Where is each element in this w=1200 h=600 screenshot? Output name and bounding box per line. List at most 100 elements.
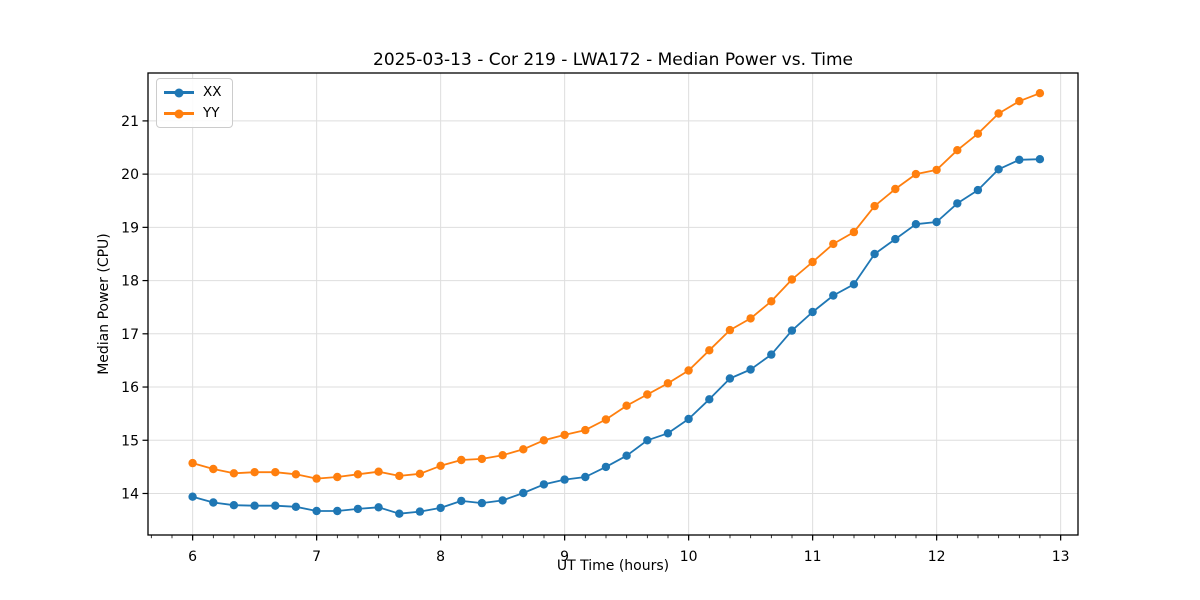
svg-text:18: 18 xyxy=(121,274,139,290)
legend-swatch-xx xyxy=(164,88,194,97)
data-point xyxy=(560,430,569,440)
data-point xyxy=(767,350,776,359)
data-point xyxy=(271,468,280,477)
data-point xyxy=(829,239,838,249)
data-point xyxy=(539,480,549,489)
svg-text:12: 12 xyxy=(928,549,946,565)
data-point xyxy=(477,498,487,508)
chart-title: 2025-03-13 - Cor 219 - LWA172 - Median P… xyxy=(373,50,853,70)
svg-text:21: 21 xyxy=(121,114,139,130)
axis-ticks xyxy=(142,120,1062,541)
data-point xyxy=(353,470,363,479)
data-point xyxy=(953,146,962,155)
data-point xyxy=(705,346,714,355)
data-point xyxy=(622,451,631,460)
legend-label-yy: YY xyxy=(203,104,220,121)
data-point xyxy=(994,165,1003,174)
series-yy-line xyxy=(188,89,1045,483)
data-point xyxy=(374,467,383,476)
data-point xyxy=(601,415,611,424)
data-point xyxy=(333,506,342,516)
svg-text:7: 7 xyxy=(312,549,321,565)
data-point xyxy=(829,291,838,300)
data-point xyxy=(767,297,776,306)
data-point xyxy=(643,390,652,399)
svg-text:15: 15 xyxy=(121,433,139,449)
data-point xyxy=(663,429,673,438)
data-point xyxy=(312,474,321,483)
data-point xyxy=(395,471,404,481)
data-point xyxy=(229,501,239,510)
data-point xyxy=(477,454,487,464)
legend-item-yy: YY xyxy=(164,105,222,122)
data-point xyxy=(250,468,259,477)
data-point xyxy=(1035,89,1045,98)
data-point xyxy=(498,451,507,460)
legend: XX YY xyxy=(156,78,233,128)
data-point xyxy=(188,458,197,468)
data-point xyxy=(911,169,921,179)
data-point xyxy=(333,472,342,482)
svg-text:10: 10 xyxy=(680,549,698,565)
data-point xyxy=(911,220,921,229)
data-point xyxy=(643,436,652,445)
data-point xyxy=(291,470,301,479)
data-point xyxy=(891,234,900,244)
data-point xyxy=(725,325,735,335)
legend-label-xx: XX xyxy=(203,83,222,100)
data-point xyxy=(312,506,321,516)
svg-text:11: 11 xyxy=(804,549,822,565)
data-point xyxy=(1035,155,1045,164)
data-point xyxy=(973,185,983,195)
data-point xyxy=(787,275,797,284)
data-point xyxy=(581,472,590,482)
data-point xyxy=(953,199,962,208)
svg-text:6: 6 xyxy=(188,549,197,565)
svg-text:8: 8 xyxy=(436,549,445,565)
data-point xyxy=(1015,155,1024,164)
data-point xyxy=(353,504,363,514)
data-point xyxy=(209,464,218,474)
data-point xyxy=(684,414,693,424)
data-point xyxy=(291,502,301,511)
svg-text:20: 20 xyxy=(121,167,139,183)
x-tick-labels: 6 7 8 9 10 11 12 13 xyxy=(188,549,1069,565)
data-point xyxy=(560,475,569,484)
data-point xyxy=(271,501,280,510)
data-point xyxy=(436,503,445,513)
plot-border xyxy=(147,72,1079,536)
data-point xyxy=(663,379,673,388)
data-point xyxy=(932,165,941,175)
y-axis-label: Median Power (CPU) xyxy=(96,233,112,375)
svg-text:13: 13 xyxy=(1052,549,1070,565)
data-point xyxy=(870,249,879,259)
svg-text:16: 16 xyxy=(121,380,139,396)
data-point xyxy=(374,503,383,512)
data-point xyxy=(436,461,445,470)
data-point xyxy=(250,501,259,510)
data-point xyxy=(1015,97,1024,106)
data-point xyxy=(787,326,797,335)
data-point xyxy=(932,217,941,227)
data-point xyxy=(622,401,631,410)
data-point xyxy=(581,425,590,435)
data-point xyxy=(209,498,218,507)
legend-item-xx: XX xyxy=(164,84,222,101)
data-point xyxy=(457,455,466,465)
data-point xyxy=(539,436,549,445)
data-point xyxy=(705,395,714,404)
data-point xyxy=(684,366,693,375)
y-tick-labels: 14 15 16 17 18 19 20 21 xyxy=(121,114,139,503)
data-point xyxy=(973,129,983,138)
data-point xyxy=(725,374,735,383)
data-point xyxy=(229,469,239,478)
data-point xyxy=(808,257,817,267)
legend-swatch-yy xyxy=(164,109,194,118)
svg-text:9: 9 xyxy=(560,549,569,565)
data-point xyxy=(519,488,528,498)
data-point xyxy=(415,469,425,478)
data-point xyxy=(849,227,859,237)
svg-text:17: 17 xyxy=(121,327,139,343)
